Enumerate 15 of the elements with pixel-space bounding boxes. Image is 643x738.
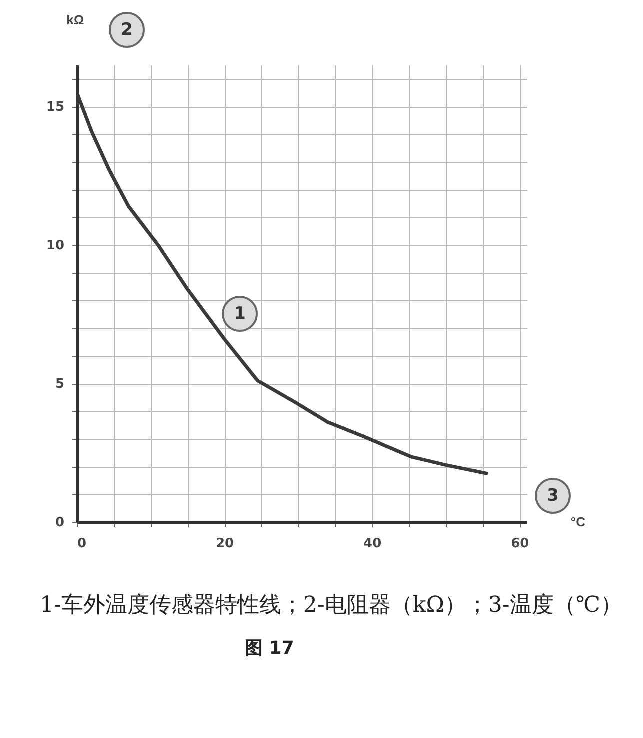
text: 3 bbox=[535, 478, 571, 514]
y-axis-title: kΩ bbox=[66, 12, 84, 28]
y-tick-label: 5 bbox=[55, 377, 64, 392]
x-axis-title: °C bbox=[570, 514, 586, 530]
caption: 图 17 bbox=[245, 637, 294, 660]
annotation: 1 bbox=[222, 296, 258, 332]
y-tick-label: 0 bbox=[55, 516, 64, 530]
x-tick-label: 40 bbox=[364, 536, 382, 552]
x-tick-label: 60 bbox=[511, 536, 530, 552]
x-tick-label: 0 bbox=[78, 536, 87, 552]
y-tick-label: 10 bbox=[46, 238, 64, 254]
y-tick-label: 15 bbox=[46, 100, 64, 116]
x-tick-label: 20 bbox=[216, 536, 234, 552]
text: 2 bbox=[109, 12, 145, 48]
text: 1-车外温度传感器特性线；2-电阻器（kΩ）；3-温度（℃） bbox=[40, 592, 622, 620]
